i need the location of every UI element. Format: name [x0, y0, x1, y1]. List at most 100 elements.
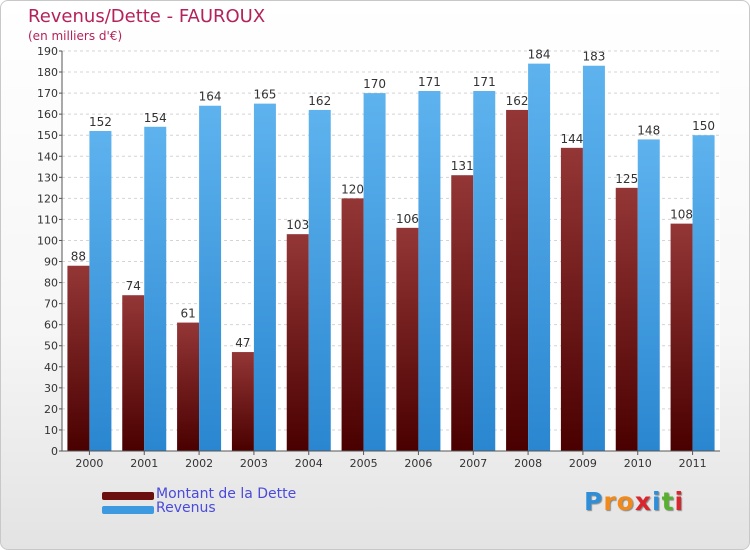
bar-dette	[231, 352, 254, 451]
y-tick-label: 20	[44, 403, 58, 416]
bar-revenus	[199, 105, 222, 451]
x-tick-label: 2002	[185, 457, 213, 470]
y-tick-label: 50	[44, 340, 58, 353]
y-tick-label: 90	[44, 256, 58, 269]
bar-dette	[122, 295, 145, 451]
y-tick-label: 120	[37, 192, 58, 205]
x-tick-label: 2009	[569, 457, 597, 470]
bars: 88 152 74 154 61 164 47 165 103 162 120 170 106 171 13…	[67, 48, 715, 452]
data-label-dette: 162	[506, 94, 529, 108]
data-label-dette: 47	[235, 336, 250, 350]
bar-revenus	[363, 93, 386, 452]
bar-dette	[341, 198, 364, 451]
bar-revenus	[637, 139, 660, 451]
bar-dette	[615, 187, 638, 451]
bar-revenus	[473, 91, 496, 451]
y-tick-label: 140	[37, 150, 58, 163]
data-label-revenus: 150	[692, 119, 715, 133]
y-tick-label: 80	[44, 277, 58, 290]
data-label-revenus: 165	[253, 88, 276, 102]
logo-letter: P	[584, 487, 604, 516]
data-label-dette: 144	[560, 132, 583, 146]
legend-label-dette: Montant de la Dette	[156, 486, 297, 502]
y-tick-label: 180	[37, 66, 58, 79]
bar-dette	[396, 227, 419, 451]
bar-dette	[286, 234, 309, 451]
y-tick-label: 150	[37, 129, 58, 142]
y-tick-label: 130	[37, 171, 58, 184]
data-label-revenus: 184	[528, 48, 551, 62]
data-label-dette: 108	[670, 208, 693, 222]
data-label-dette: 106	[396, 212, 419, 226]
logo-letter: x	[634, 487, 652, 516]
data-label-dette: 120	[341, 182, 364, 196]
legend-swatch-dette	[102, 492, 154, 500]
chart-title: Revenus/Dette - FAUROUX	[28, 6, 266, 27]
data-label-revenus: 171	[473, 75, 496, 89]
data-label-dette: 103	[286, 218, 309, 232]
data-label-dette: 88	[71, 250, 86, 264]
data-label-dette: 74	[126, 279, 141, 293]
bar-revenus	[253, 103, 276, 451]
bar-dette	[506, 109, 529, 452]
logo-letter: i	[652, 487, 662, 516]
x-tick-label: 2006	[404, 457, 432, 470]
grid-lines	[62, 50, 720, 431]
x-tick-label: 2007	[459, 457, 487, 470]
y-tick-label: 190	[37, 45, 58, 58]
y-tick-label: 70	[44, 298, 58, 311]
proxiti-logo: Proxiti	[584, 487, 684, 516]
bar-revenus	[692, 135, 715, 452]
axes: 0 10 20 30 40 50 60 70 80 90 100 110 120 130 140 150 160…	[37, 45, 720, 470]
bar-revenus	[582, 65, 605, 451]
x-tick-label: 2005	[350, 457, 378, 470]
bar-dette	[177, 322, 200, 451]
y-tick-label: 100	[37, 234, 58, 247]
y-tick-label: 170	[37, 87, 58, 100]
bar-revenus	[418, 91, 441, 451]
bar-revenus	[89, 131, 112, 451]
bar-dette	[560, 147, 583, 451]
y-tick-label: 0	[51, 445, 58, 458]
logo-letter: r	[603, 487, 617, 516]
data-label-revenus: 162	[308, 94, 331, 108]
x-tick-label: 2011	[679, 457, 707, 470]
bar-dette	[670, 223, 693, 451]
data-label-revenus: 170	[363, 77, 386, 91]
x-tick-label: 2000	[75, 457, 103, 470]
legend-swatch-revenus	[102, 506, 154, 514]
data-label-dette: 125	[615, 172, 638, 186]
y-tick-label: 160	[37, 108, 58, 121]
legend-label-revenus: Revenus	[156, 500, 216, 516]
x-tick-label: 2001	[130, 457, 158, 470]
y-tick-label: 40	[44, 361, 58, 374]
logo-letter: i	[674, 487, 685, 516]
logo-letter: o	[616, 487, 635, 516]
data-label-dette: 131	[451, 159, 474, 173]
data-label-revenus: 152	[89, 115, 112, 129]
y-tick-label: 110	[37, 213, 58, 226]
bar-dette	[67, 265, 90, 451]
x-tick-label: 2010	[624, 457, 652, 470]
logo-letter: t	[661, 487, 675, 516]
data-label-revenus: 171	[418, 75, 441, 89]
x-tick-label: 2003	[240, 457, 268, 470]
y-tick-label: 30	[44, 382, 58, 395]
x-tick-label: 2004	[295, 457, 323, 470]
data-label-revenus: 164	[199, 90, 222, 104]
bar-dette	[451, 175, 474, 452]
data-label-revenus: 148	[637, 123, 660, 137]
data-label-revenus: 183	[582, 50, 605, 64]
y-tick-label: 10	[44, 424, 58, 437]
bar-revenus	[308, 109, 331, 452]
x-tick-label: 2008	[514, 457, 542, 470]
bar-revenus	[144, 126, 167, 451]
plot-area	[62, 51, 720, 451]
y-tick-label: 60	[44, 319, 58, 332]
data-label-revenus: 154	[144, 111, 167, 125]
data-label-dette: 61	[180, 307, 195, 321]
bar-revenus	[528, 63, 551, 451]
chart-subtitle: (en milliers d'€)	[28, 29, 123, 43]
